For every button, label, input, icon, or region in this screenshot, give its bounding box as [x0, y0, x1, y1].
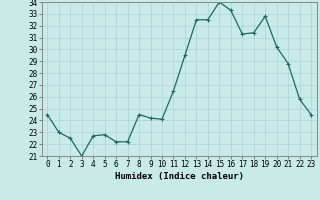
X-axis label: Humidex (Indice chaleur): Humidex (Indice chaleur) [115, 172, 244, 181]
